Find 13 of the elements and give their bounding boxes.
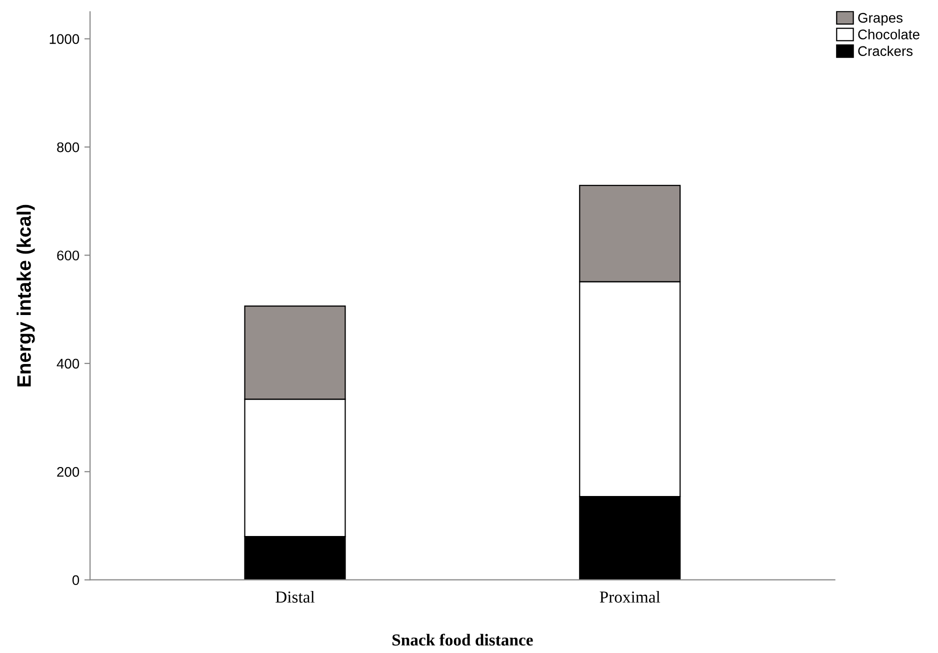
y-tick-label: 200 [57, 466, 80, 477]
y-tick-label: 0 [72, 575, 80, 586]
legend-label: Crackers [858, 46, 913, 56]
y-axis-title: Energy intake (kcal) [16, 204, 35, 386]
y-tick-label: 400 [56, 358, 80, 369]
y-tick-label: 800 [57, 142, 80, 152]
y-tick-label: 1000 [50, 34, 80, 44]
legend-label: Grapes [858, 12, 903, 26]
x-tick-label: Distal [276, 590, 315, 603]
x-axis-title: Snack food distance [392, 634, 533, 646]
y-tick-label: 600 [57, 250, 80, 260]
legend-label: Chocolate [858, 29, 920, 40]
x-tick-label: Proximal [600, 590, 660, 603]
